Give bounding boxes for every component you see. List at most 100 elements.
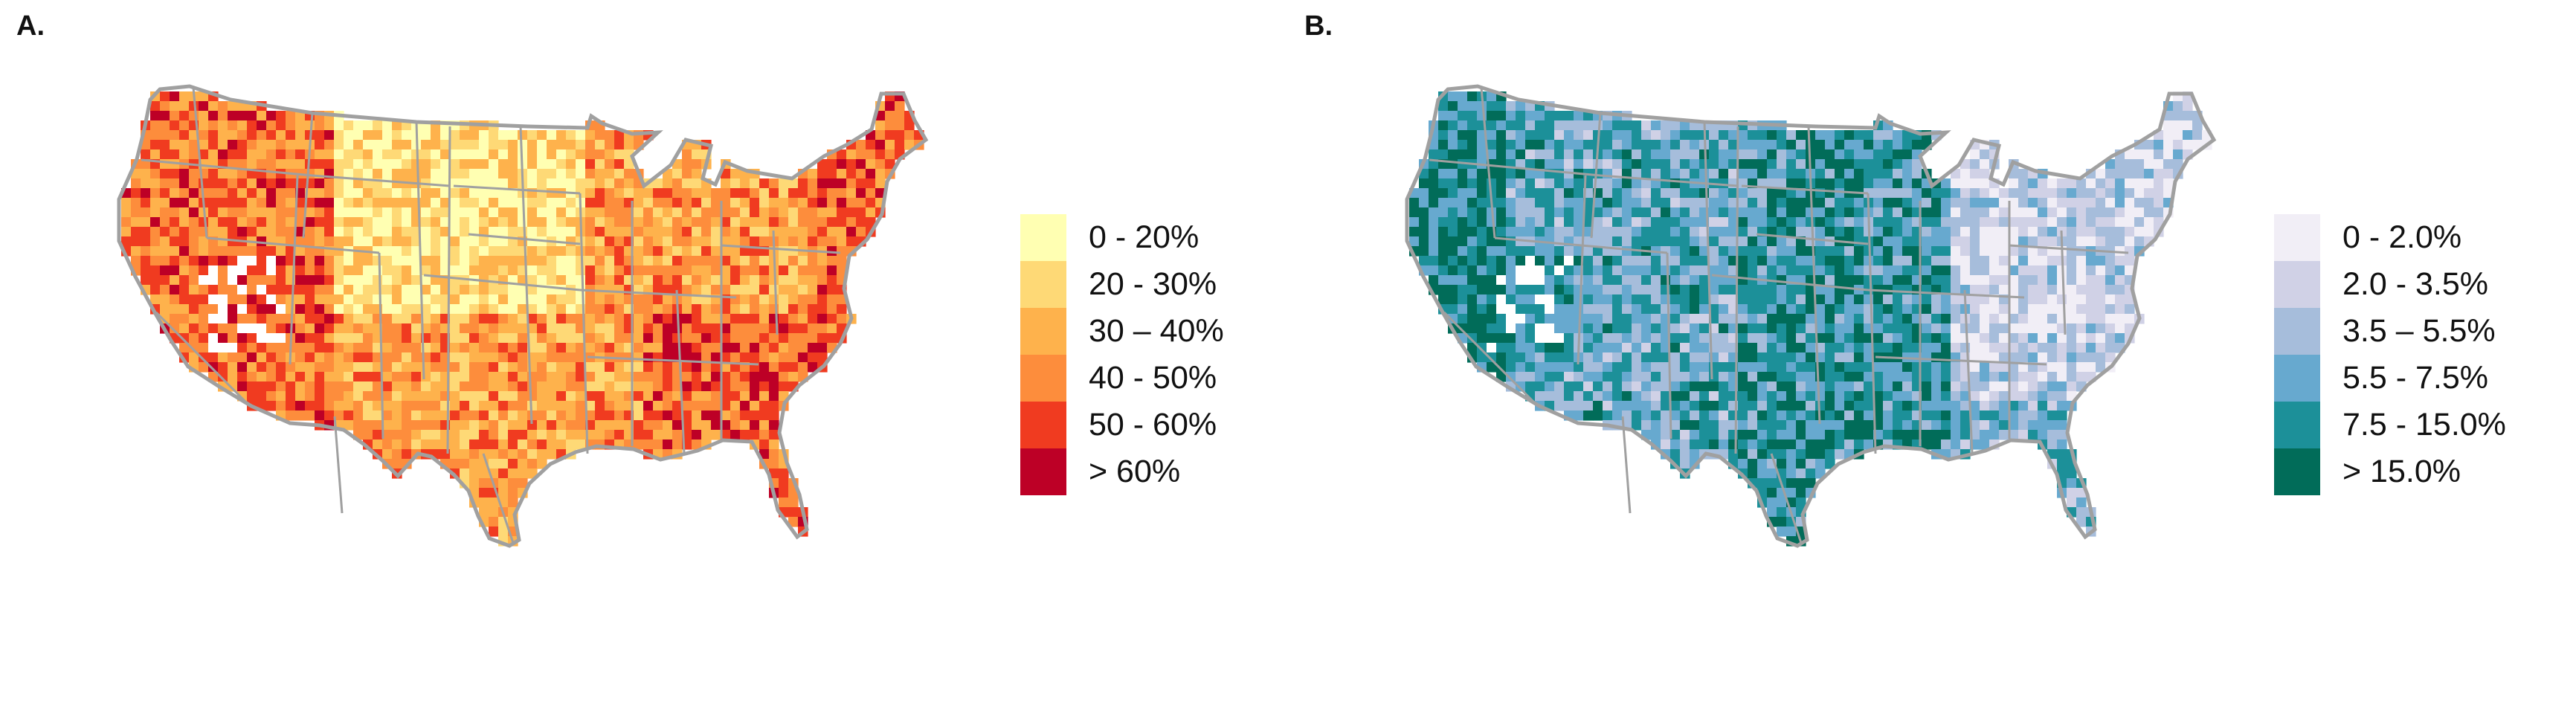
county-cell: [421, 314, 431, 324]
county-cell: [392, 362, 402, 373]
county-cell: [1477, 294, 1487, 305]
county-cell: [2144, 149, 2154, 160]
county-cell: [1835, 420, 1845, 431]
county-cell: [1670, 265, 1681, 276]
county-cell: [1806, 217, 1816, 228]
county-cell: [1603, 275, 1613, 286]
county-cell: [701, 236, 712, 247]
county-cell: [1999, 265, 2009, 276]
county-cell: [508, 304, 518, 315]
county-cell: [2115, 285, 2125, 295]
legend-swatch: [1020, 308, 1066, 355]
county-cell: [228, 178, 238, 189]
county-cell: [1525, 275, 1536, 286]
county-cell: [199, 323, 209, 334]
panel-label: A.: [16, 10, 45, 42]
county-cell: [1564, 343, 1574, 353]
county-cell: [1999, 381, 2009, 392]
county-cell: [237, 111, 248, 121]
county-cell: [1467, 149, 1478, 160]
county-cell: [556, 149, 567, 160]
county-cell: [1622, 381, 1632, 392]
county-cell: [508, 391, 518, 402]
county-cell: [189, 314, 199, 324]
county-cell: [605, 159, 615, 170]
county-cell: [750, 314, 760, 324]
county-cell: [1854, 304, 1864, 315]
county-cell: [324, 159, 335, 170]
county-cell: [1506, 314, 1516, 324]
county-cell: [1574, 198, 1584, 208]
county-cell: [1641, 265, 1652, 276]
county-cell: [653, 256, 663, 266]
county-cell: [1883, 265, 1893, 276]
county-cell: [450, 333, 460, 344]
county-cell: [817, 159, 828, 170]
state-border: [772, 230, 779, 335]
county-cell: [431, 198, 441, 208]
county-cell: [779, 178, 789, 189]
county-cell: [498, 159, 509, 170]
county-cell: [1922, 304, 1932, 315]
county-cell: [315, 188, 325, 199]
county-cell: [2067, 333, 2077, 344]
county-cell: [547, 401, 557, 411]
county-cell: [1777, 526, 1787, 537]
county-cell: [682, 285, 692, 295]
county-cell: [730, 265, 741, 276]
county-cell: [1632, 323, 1642, 334]
county-cell: [1941, 304, 1951, 315]
county-cell: [1506, 362, 1516, 373]
county-cell: [740, 178, 750, 189]
county-cell: [2018, 275, 2029, 286]
county-cell: [1922, 236, 1932, 247]
county-cell: [1873, 343, 1884, 353]
county-cell: [904, 140, 915, 150]
county-cell: [469, 449, 480, 460]
state-border: [453, 184, 581, 195]
county-cell: [566, 410, 576, 421]
county-cell: [1632, 265, 1642, 276]
county-cell: [411, 439, 422, 450]
county-cell: [1777, 246, 1787, 257]
choropleth-map-a: [117, 84, 929, 548]
county-cell: [1951, 246, 1961, 257]
county-cell: [1680, 178, 1690, 189]
county-cell: [2009, 169, 2019, 179]
county-cell: [324, 381, 335, 392]
county-cell: [1506, 101, 1516, 112]
county-cell: [576, 159, 586, 170]
county-cell: [179, 101, 190, 112]
county-cell: [1458, 265, 1468, 276]
county-cell: [1574, 372, 1584, 382]
county-cell: [402, 343, 412, 353]
county-cell: [2047, 188, 2058, 199]
county-cell: [1767, 323, 1777, 334]
county-cell: [875, 169, 886, 179]
county-cell: [353, 381, 364, 392]
county-cell: [1506, 372, 1516, 382]
county-cell: [1641, 188, 1652, 199]
county-cell: [566, 198, 576, 208]
county-cell: [276, 304, 286, 315]
county-cell: [614, 198, 625, 208]
county-cell: [2086, 362, 2096, 373]
county-cell: [518, 130, 528, 141]
county-cell: [315, 207, 325, 218]
county-cell: [605, 169, 615, 179]
county-cell: [1806, 420, 1816, 431]
county-cell: [1487, 265, 1497, 276]
county-cell: [160, 101, 170, 112]
county-cell: [1999, 410, 2009, 421]
county-cell: [730, 372, 741, 382]
county-cell: [208, 188, 219, 199]
county-cell: [460, 227, 470, 237]
county-cell: [1970, 188, 1980, 199]
county-cell: [1767, 217, 1777, 228]
county-cell: [1525, 372, 1536, 382]
county-cell: [556, 372, 567, 382]
county-cell: [1980, 217, 1990, 228]
county-cell: [373, 130, 383, 141]
county-cell: [1796, 343, 1806, 353]
county-cell: [614, 285, 625, 295]
